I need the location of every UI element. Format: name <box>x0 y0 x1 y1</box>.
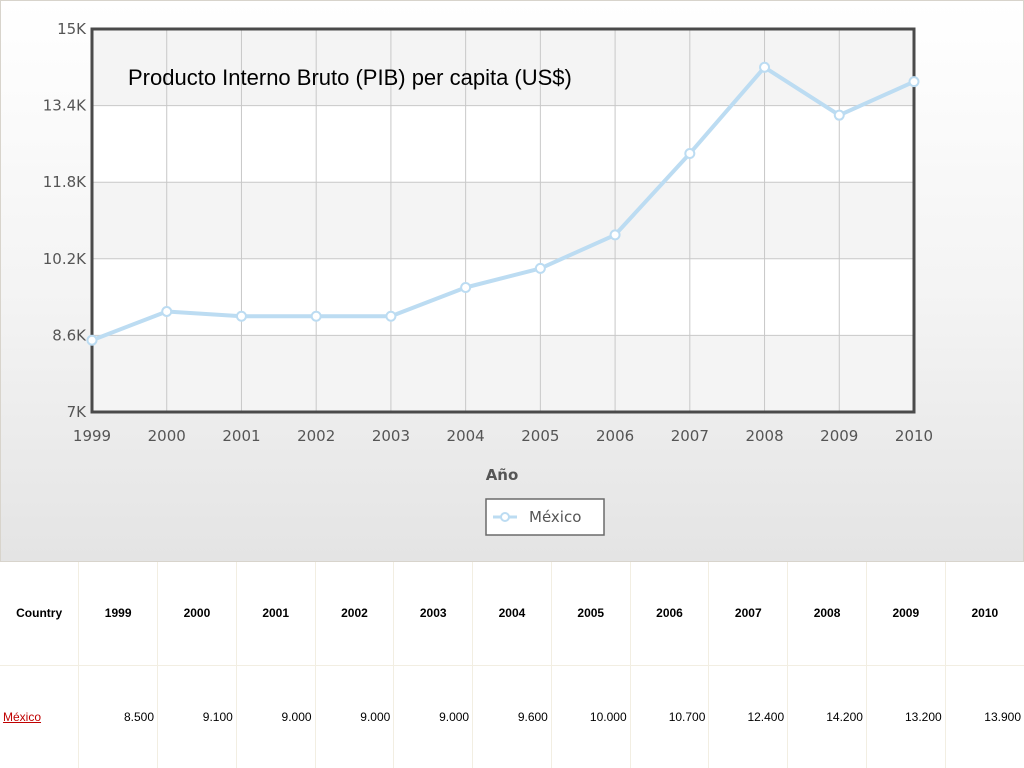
data-table: Country 1999 2000 2001 2002 2003 2004 2005 2006… <box>0 562 1024 768</box>
plot-border <box>90 27 916 414</box>
y-tick-label: 10.2K <box>43 250 87 268</box>
header-year: 1999 <box>78 562 159 666</box>
data-point[interactable] <box>310 310 322 322</box>
header-year: 2001 <box>236 562 316 666</box>
chart-title: Producto Interno Bruto (PIB) per capita … <box>128 65 572 90</box>
data-point[interactable] <box>235 310 247 322</box>
x-tick-label: 2000 <box>148 427 186 445</box>
data-point[interactable] <box>86 334 98 346</box>
chart-panel: 7K 8.6K 10.2K 11.8K 13.4K 15K 1999 2000 2001 200… <box>0 0 1024 562</box>
value-cell: 13.900 <box>984 709 1021 724</box>
grid-band <box>92 182 914 259</box>
header-year: 2007 <box>708 562 789 666</box>
y-tick-label: 7K <box>67 403 88 421</box>
data-points <box>86 61 920 346</box>
y-tick-label: 15K <box>57 20 87 38</box>
x-tick-label: 2009 <box>820 427 858 445</box>
data-point[interactable] <box>684 147 696 159</box>
header-year: 2005 <box>551 562 631 666</box>
x-tick-label: 1999 <box>73 427 111 445</box>
data-point[interactable] <box>609 229 621 241</box>
data-point[interactable] <box>908 76 920 88</box>
data-point[interactable] <box>833 109 845 121</box>
header-year: 2004 <box>472 562 552 666</box>
x-tick-label: 2001 <box>222 427 260 445</box>
value-cell: 10.700 <box>630 665 710 768</box>
header-country: Country <box>0 562 80 666</box>
header-year: 2010 <box>945 562 1024 666</box>
value-cell: 9.000 <box>315 665 395 768</box>
value-cell: 12.400 <box>708 665 789 768</box>
value-cell: 14.200 <box>787 665 867 768</box>
data-point[interactable] <box>460 282 472 294</box>
header-year: 2009 <box>866 562 946 666</box>
x-tick-label: 2007 <box>671 427 709 445</box>
grid-band <box>92 335 914 412</box>
grid-band <box>92 29 914 106</box>
x-tick-label: 2004 <box>447 427 485 445</box>
x-axis-ticks: 1999 2000 2001 2002 2003 2004 2005 2006 2007 2008… <box>73 427 933 445</box>
header-year: 2003 <box>393 562 474 666</box>
x-tick-label: 2002 <box>297 427 335 445</box>
value-cell: 8.500 <box>78 665 159 768</box>
y-tick-label: 11.8K <box>43 173 87 191</box>
table-header-row: Country 1999 2000 2001 2002 2003 2004 2005 2006… <box>0 562 1024 666</box>
x-tick-label: 2005 <box>521 427 559 445</box>
value-cell: 13.200 <box>866 665 946 768</box>
x-tick-label: 2006 <box>596 427 634 445</box>
data-point[interactable] <box>534 262 546 274</box>
country-link-mexico[interactable]: México <box>3 709 42 724</box>
y-axis-ticks: 7K 8.6K 10.2K 11.8K 13.4K 15K <box>43 20 87 421</box>
x-tick-label: 2010 <box>895 427 933 445</box>
value-cell: 9.600 <box>472 665 552 768</box>
x-axis-label: Año <box>486 466 519 484</box>
y-tick-label: 8.6K <box>52 326 87 344</box>
x-tick-label: 2003 <box>372 427 410 445</box>
x-tick-label: 2008 <box>745 427 783 445</box>
header-year: 2006 <box>630 562 710 666</box>
legend-label-mexico: México <box>529 508 581 526</box>
header-year: 2002 <box>315 562 395 666</box>
y-tick-label: 13.4K <box>43 97 87 115</box>
value-cell: 9.000 <box>393 665 474 768</box>
header-year: 2008 <box>787 562 867 666</box>
legend-marker-icon <box>500 512 510 522</box>
header-year: 2000 <box>157 562 237 666</box>
table-row: México 8.500 9.100 9.000 9.000 9.000 9.600 10.… <box>0 665 1024 768</box>
series-line-mexico <box>91 65 915 343</box>
line-chart: 7K 8.6K 10.2K 11.8K 13.4K 15K 1999 2000 2001 200… <box>43 20 933 536</box>
legend[interactable]: México <box>485 498 605 536</box>
value-cell: 10.000 <box>551 665 631 768</box>
country-cell: México <box>0 665 80 768</box>
data-point[interactable] <box>385 310 397 322</box>
data-point[interactable] <box>161 305 173 317</box>
data-point[interactable] <box>759 61 771 73</box>
value-cell: 9.000 <box>236 665 316 768</box>
value-cell: 9.100 <box>157 665 237 768</box>
